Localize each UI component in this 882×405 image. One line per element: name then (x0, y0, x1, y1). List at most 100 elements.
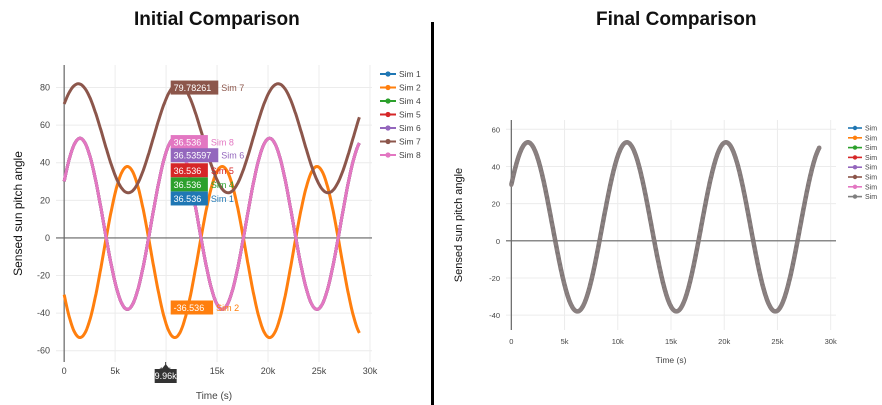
x-tick-label: 20k (718, 337, 730, 346)
legend-item[interactable]: Sim (848, 155, 877, 162)
series-marker (694, 250, 699, 255)
series-marker (792, 253, 797, 258)
legend-item[interactable]: Sim 7 (380, 137, 421, 147)
series-marker (709, 172, 714, 177)
y-tick-label: 40 (40, 158, 50, 168)
legend-swatch-marker (385, 125, 391, 131)
legend-item[interactable]: Sim (848, 126, 877, 133)
series-marker (516, 155, 521, 160)
series-marker (664, 294, 670, 300)
series-marker (510, 177, 515, 182)
hover-label-sim-6: 36.53597 Sim 6 (170, 148, 244, 163)
y-tick-label: 20 (492, 200, 500, 209)
series-marker (635, 159, 640, 164)
series-marker (790, 264, 795, 270)
x-tick-label: 0 (62, 366, 67, 376)
legend-item[interactable]: Sim (848, 194, 877, 201)
legend-item[interactable]: Sim 4 (380, 96, 421, 106)
legend-item[interactable]: Sim 5 (380, 110, 421, 120)
series-marker (783, 293, 788, 298)
legend-item[interactable]: Sim 8 (380, 150, 421, 160)
legend-swatch-marker (852, 165, 858, 170)
y-tick-label: 40 (492, 162, 500, 171)
series-marker (753, 253, 759, 258)
series-marker (712, 159, 718, 164)
series-marker (817, 145, 822, 150)
series-marker (560, 275, 565, 281)
series-marker (660, 278, 665, 283)
legend-swatch-marker (385, 111, 391, 118)
series-marker (586, 288, 591, 293)
series-marker (551, 229, 556, 234)
series-marker (609, 175, 615, 180)
series-marker (549, 216, 554, 221)
series-marker (782, 296, 787, 301)
legend-item[interactable]: Sim 1 (380, 69, 421, 79)
final-comparison-chart[interactable]: 0 5k 10k 15k 20k 25k 30k -40 -20 0 20 40 60 Time (s) S… (440, 0, 880, 405)
series-marker (785, 284, 790, 290)
x-axis-label: Time (s) (656, 355, 687, 365)
series-marker (563, 285, 568, 290)
panel-title-initial: Initial Comparison (134, 9, 300, 30)
series-marker (656, 262, 661, 267)
hover-label-box (170, 163, 208, 178)
series-marker (557, 259, 562, 264)
series-marker (745, 209, 750, 215)
series-marker (756, 264, 761, 269)
legend-item[interactable]: Sim (848, 145, 877, 152)
series-marker (793, 247, 798, 252)
series-marker (641, 183, 646, 188)
series-marker (536, 157, 541, 163)
series-marker (743, 197, 748, 202)
x-axis-label: Time (s) (196, 391, 232, 402)
series-marker (546, 204, 551, 209)
y-tick-label: 60 (40, 120, 50, 130)
legend-item[interactable]: Sim (848, 175, 877, 182)
panel-divider (431, 22, 434, 405)
series-marker (515, 158, 520, 164)
legend-item[interactable]: Sim 2 (380, 83, 421, 93)
legend-swatch-marker (385, 152, 391, 158)
legend-item[interactable]: Sim (848, 184, 877, 191)
series-marker (800, 209, 805, 215)
legend-label: Sim (865, 135, 877, 142)
series-marker (587, 284, 592, 289)
series-marker (552, 235, 557, 240)
legend-swatch-marker (852, 135, 858, 140)
series-marker (650, 232, 656, 237)
series-marker (703, 200, 708, 205)
series-marker (543, 186, 548, 191)
series-marker (757, 270, 762, 275)
hover-label-value: 36.536 (174, 138, 202, 148)
legend-label: Sim (865, 184, 877, 191)
series-marker (599, 228, 604, 233)
series-marker (657, 267, 663, 272)
hover-x-label: 9.96k (155, 364, 177, 383)
series-marker (749, 228, 754, 233)
series-marker (654, 250, 659, 255)
legend-item[interactable]: Sim (848, 165, 877, 172)
series-marker (786, 280, 791, 285)
series-marker (647, 213, 652, 218)
series-marker (760, 284, 766, 290)
legend-item[interactable]: Sim 6 (380, 123, 421, 133)
x-tick-label: 25k (312, 366, 327, 376)
series-marker (810, 165, 815, 171)
series-marker (686, 286, 691, 292)
legend-item[interactable]: Sim (848, 135, 877, 142)
legend-swatch-marker (852, 125, 858, 131)
series-marker (633, 152, 638, 157)
series-marker (615, 153, 620, 158)
series-marker (594, 252, 599, 257)
y-tick-label: 60 (492, 125, 500, 134)
initial-comparison-chart[interactable]: 05k10k15k20k25k30k-60-40-20020406080Time… (0, 0, 430, 405)
hover-label-sim-5: 36.536 Sim 5 (170, 163, 234, 178)
series-marker (763, 292, 768, 298)
hover-label-box (170, 300, 214, 315)
x-tick-label: 25k (771, 337, 783, 346)
series-marker (739, 180, 745, 185)
legend-label: Sim (865, 145, 877, 152)
series-marker (559, 270, 564, 275)
legend: Sim Sim Sim Sim Sim Sim Sim Sim (848, 126, 877, 201)
series-marker (691, 261, 697, 266)
